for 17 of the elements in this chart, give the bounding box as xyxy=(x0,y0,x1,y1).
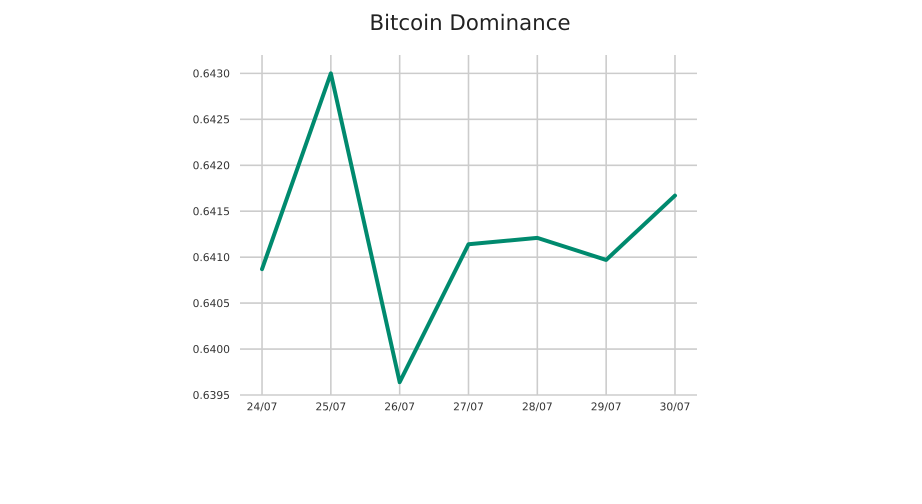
x-tick-label: 27/07 xyxy=(454,402,483,412)
x-tick-label: 28/07 xyxy=(522,402,552,412)
y-tick-label: 0.6430 xyxy=(193,69,230,78)
x-tick-label: 24/07 xyxy=(247,402,276,412)
x-tick-label: 25/07 xyxy=(316,402,346,412)
y-tick-label: 0.6395 xyxy=(193,390,230,400)
line-series xyxy=(260,71,677,384)
x-tick-label: 26/07 xyxy=(385,402,414,412)
x-tick-label: 29/07 xyxy=(592,402,621,412)
y-tick-label: 0.6425 xyxy=(193,115,230,124)
chart-title: Bitcoin Dominance xyxy=(372,14,570,30)
y-tick-label: 0.6405 xyxy=(193,299,230,308)
y-tick-label: 0.6415 xyxy=(193,207,230,216)
y-tick-label: 0.6410 xyxy=(193,253,230,262)
y-tick-label: 0.6420 xyxy=(193,161,230,170)
x-tick-label: 30/07 xyxy=(660,402,690,412)
y-tick-label: 0.6400 xyxy=(193,345,230,354)
